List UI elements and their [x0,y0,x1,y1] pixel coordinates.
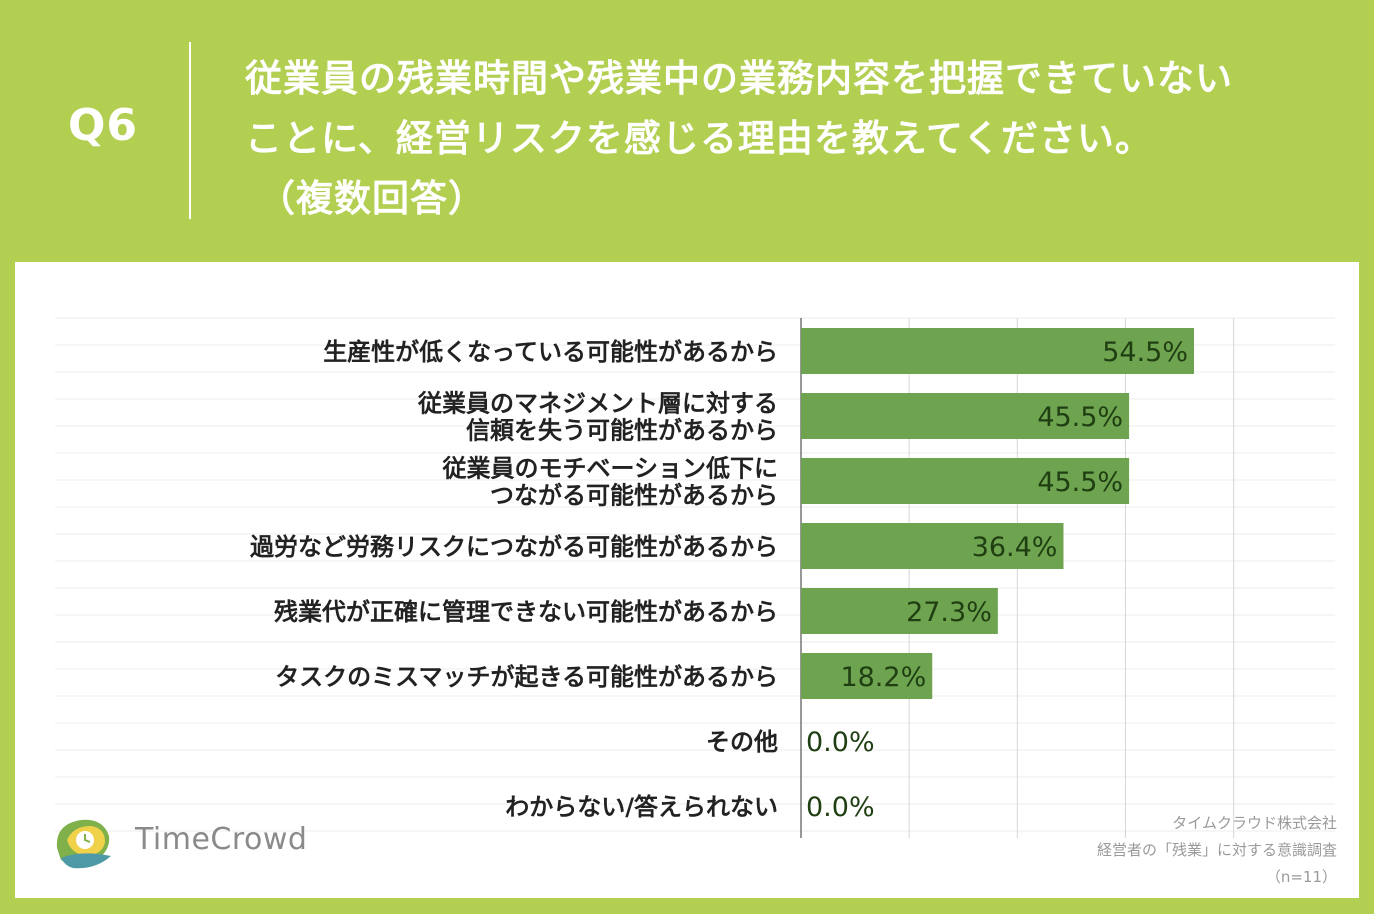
header-divider [189,42,191,219]
question-number: Q6 [68,100,139,151]
source-note: タイムクラウド株式会社 経営者の「残業」に対する意識調査 （n=11） [1097,810,1337,891]
data-label: 0.0% [806,792,875,823]
data-label: 45.5% [1037,467,1123,498]
data-label: 36.4% [972,532,1058,563]
data-label: 0.0% [806,727,875,758]
data-label: 18.2% [840,662,926,693]
chart-panel: 54.5% 生産性が低くなっている可能性があるから 45.5% 従業員のマネジメント層… [15,262,1359,898]
source-sample-size: （n=11） [1265,868,1337,886]
source-survey: 経営者の「残業」に対する意識調査 [1096,841,1337,859]
question-header: Q6 従業員の残業時間や残業中の業務内容を把握できていない ことに、経営リスクを… [0,0,1374,262]
category-label: 生産性が低くなっている可能性があるから [323,338,778,366]
bar [801,653,933,699]
data-label: 54.5% [1102,337,1188,368]
category-label: 残業代が正確に管理できない可能性があるから [274,598,778,626]
bar [801,523,1064,569]
category-label: 従業員のマネジメント層に対する [417,390,778,418]
data-label: 27.3% [906,597,992,628]
question-text-line-2: ことに、経営リスクを感じる理由を教えてください。 [245,117,1153,160]
question-text-line-3: （複数回答） [258,177,486,220]
timecrowd-logo-icon [56,819,111,869]
category-label: タスクのミスマッチが起きる可能性があるから [275,663,778,691]
bar [801,393,1130,439]
category-label: わからない/答えられない [505,793,778,821]
bar [801,588,998,634]
timecrowd-logo: TimeCrowd [51,810,351,874]
bar [801,458,1130,504]
category-label: 過労など労務リスクにつながる可能性があるから [250,533,778,561]
bar-chart: 54.5% 生産性が低くなっている可能性があるから 45.5% 従業員のマネジメント層… [55,317,1335,838]
category-label: その他 [706,728,778,756]
source-company: タイムクラウド株式会社 [1172,814,1337,832]
bar [801,328,1194,374]
data-label: 45.5% [1037,402,1123,433]
category-label: 従業員のモチベーション低下に [441,455,778,483]
category-label: 信頼を失う可能性があるから [466,417,778,445]
category-label: つながる可能性があるから [490,482,778,510]
logo-wordmark: TimeCrowd [135,822,308,857]
question-text-line-1: 従業員の残業時間や残業中の業務内容を把握できていない [245,57,1233,100]
